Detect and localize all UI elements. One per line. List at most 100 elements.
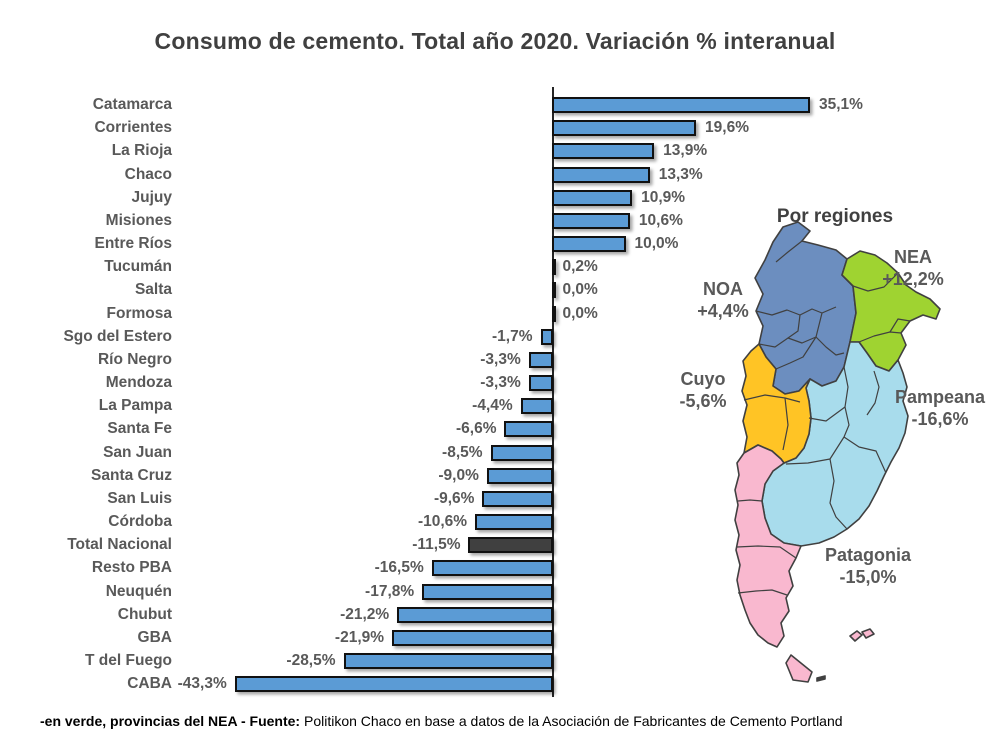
region-name-patagonia: Patagonia [824, 545, 912, 565]
category-label: Formosa [106, 304, 172, 322]
value-label: -6,6% [456, 420, 497, 438]
bar-row: Chaco 13,3% [0, 164, 1000, 186]
category-label: Tucumán [104, 258, 172, 276]
value-label: 19,6% [705, 119, 749, 137]
bar [540, 328, 553, 345]
source-note-bold: -en verde, provincias del NEA - Fuente: [40, 713, 301, 729]
bar [343, 653, 553, 670]
region-value-patagonia: -15,0% [839, 567, 897, 587]
map-heading: Por regiones [776, 206, 894, 227]
bar-row: Córdoba -10,6% [0, 511, 1000, 533]
bar-row: GBA -21,9% [0, 627, 1000, 649]
region-name-nea: NEA [893, 247, 932, 267]
region-shape-nea [841, 250, 941, 372]
value-label: -28,5% [286, 652, 336, 670]
bar [397, 606, 553, 623]
island-dash [816, 675, 826, 682]
value-label: 13,3% [658, 165, 703, 183]
bar [431, 560, 553, 577]
source-note: -en verde, provincias del NEA - Fuente: … [40, 713, 843, 729]
category-label: Catamarca [92, 96, 172, 113]
region-label-patagonia: Patagonia -15,0% [806, 544, 930, 588]
value-label: 0,0% [562, 281, 598, 299]
category-label: Córdoba [108, 513, 172, 531]
province-borders [736, 240, 911, 596]
value-label: -43,3% [177, 675, 227, 693]
region-label-cuyo: Cuyo -5,6% [648, 368, 758, 412]
value-label: -21,9% [334, 628, 385, 646]
category-label: Mendoza [105, 374, 172, 392]
bar-row: Total Nacional -11,5% [0, 534, 1000, 556]
value-label: -10,6% [417, 513, 468, 531]
value-label: 35,1% [818, 96, 863, 113]
bar-row: Santa Fe -6,6% [0, 418, 1000, 440]
bar-row: Río Negro -3,3% [0, 349, 1000, 371]
category-label: Río Negro [97, 350, 172, 368]
category-label: Chaco [124, 165, 172, 183]
bar [528, 351, 553, 368]
bar [552, 97, 810, 113]
value-label: -17,8% [365, 582, 415, 600]
bar [490, 444, 553, 461]
bar-row: Misiones 10,6% [0, 210, 1000, 232]
bar-row: Sgo del Estero -1,7% [0, 326, 1000, 348]
category-label: Sgo del Estero [63, 327, 172, 345]
category-label: CABA [127, 675, 172, 693]
region-shape-tierra-del-fuego [785, 654, 813, 683]
bar [552, 236, 626, 253]
region-value-noa: +4,4% [697, 301, 749, 321]
bar-row: San Luis -9,6% [0, 488, 1000, 510]
malvinas-islands [849, 628, 875, 642]
bar-row: Resto PBA -16,5% [0, 557, 1000, 579]
region-value-pampeana: -16,6% [911, 409, 969, 429]
value-label: 13,9% [663, 142, 708, 160]
chart-title: Consumo de cemento. Total año 2020. Vari… [154, 28, 836, 54]
region-shape-cuyo [741, 343, 812, 464]
bar [552, 305, 556, 322]
zero-axis-line [552, 87, 554, 697]
category-label: Entre Ríos [94, 235, 172, 253]
value-label: -8,5% [442, 443, 483, 461]
bar-row: Formosa 0,0% [0, 303, 1000, 325]
value-label: -3,3% [480, 350, 521, 368]
value-label: -9,6% [433, 489, 475, 507]
argentina-region-map [734, 221, 941, 683]
bar-row: La Pampa -4,4% [0, 395, 1000, 417]
bar [552, 282, 556, 299]
region-value-nea: +12,2% [882, 269, 944, 289]
region-label-nea: NEA +12,2% [858, 246, 968, 290]
category-label: Total Nacional [67, 536, 172, 554]
category-label: GBA [137, 628, 172, 646]
bar-row: Tucumán 0,2% [0, 256, 1000, 278]
value-label: -21,2% [340, 605, 390, 623]
category-label: Neuquén [105, 582, 172, 600]
bar-row: Neuquén -17,8% [0, 581, 1000, 603]
value-label: -16,5% [374, 559, 424, 577]
value-label: -9,0% [438, 466, 479, 484]
category-label: Chubut [117, 605, 172, 623]
value-label: 0,0% [562, 304, 598, 322]
bar [468, 537, 553, 554]
category-label: T del Fuego [85, 652, 172, 670]
bar [552, 189, 633, 206]
category-label: La Pampa [98, 397, 172, 415]
bar [552, 120, 697, 137]
bar [482, 490, 553, 507]
category-label: San Juan [103, 443, 172, 461]
bar [528, 375, 553, 392]
category-label: Santa Cruz [91, 466, 172, 484]
value-label: -4,4% [472, 397, 513, 415]
bar [520, 398, 553, 415]
bar-row: Jujuy 10,9% [0, 187, 1000, 209]
bar [392, 629, 553, 646]
value-label: -3,3% [480, 374, 521, 392]
bar-row: Salta 0,0% [0, 279, 1000, 301]
value-label: -11,5% [412, 536, 461, 554]
bar-row: Mendoza -3,3% [0, 372, 1000, 394]
bar-row: Entre Ríos 10,0% [0, 233, 1000, 255]
category-label: Corrientes [94, 119, 172, 137]
bar [552, 143, 655, 160]
region-label-pampeana: Pampeana -16,6% [878, 386, 1000, 430]
bar [504, 421, 553, 438]
bar [552, 259, 556, 276]
